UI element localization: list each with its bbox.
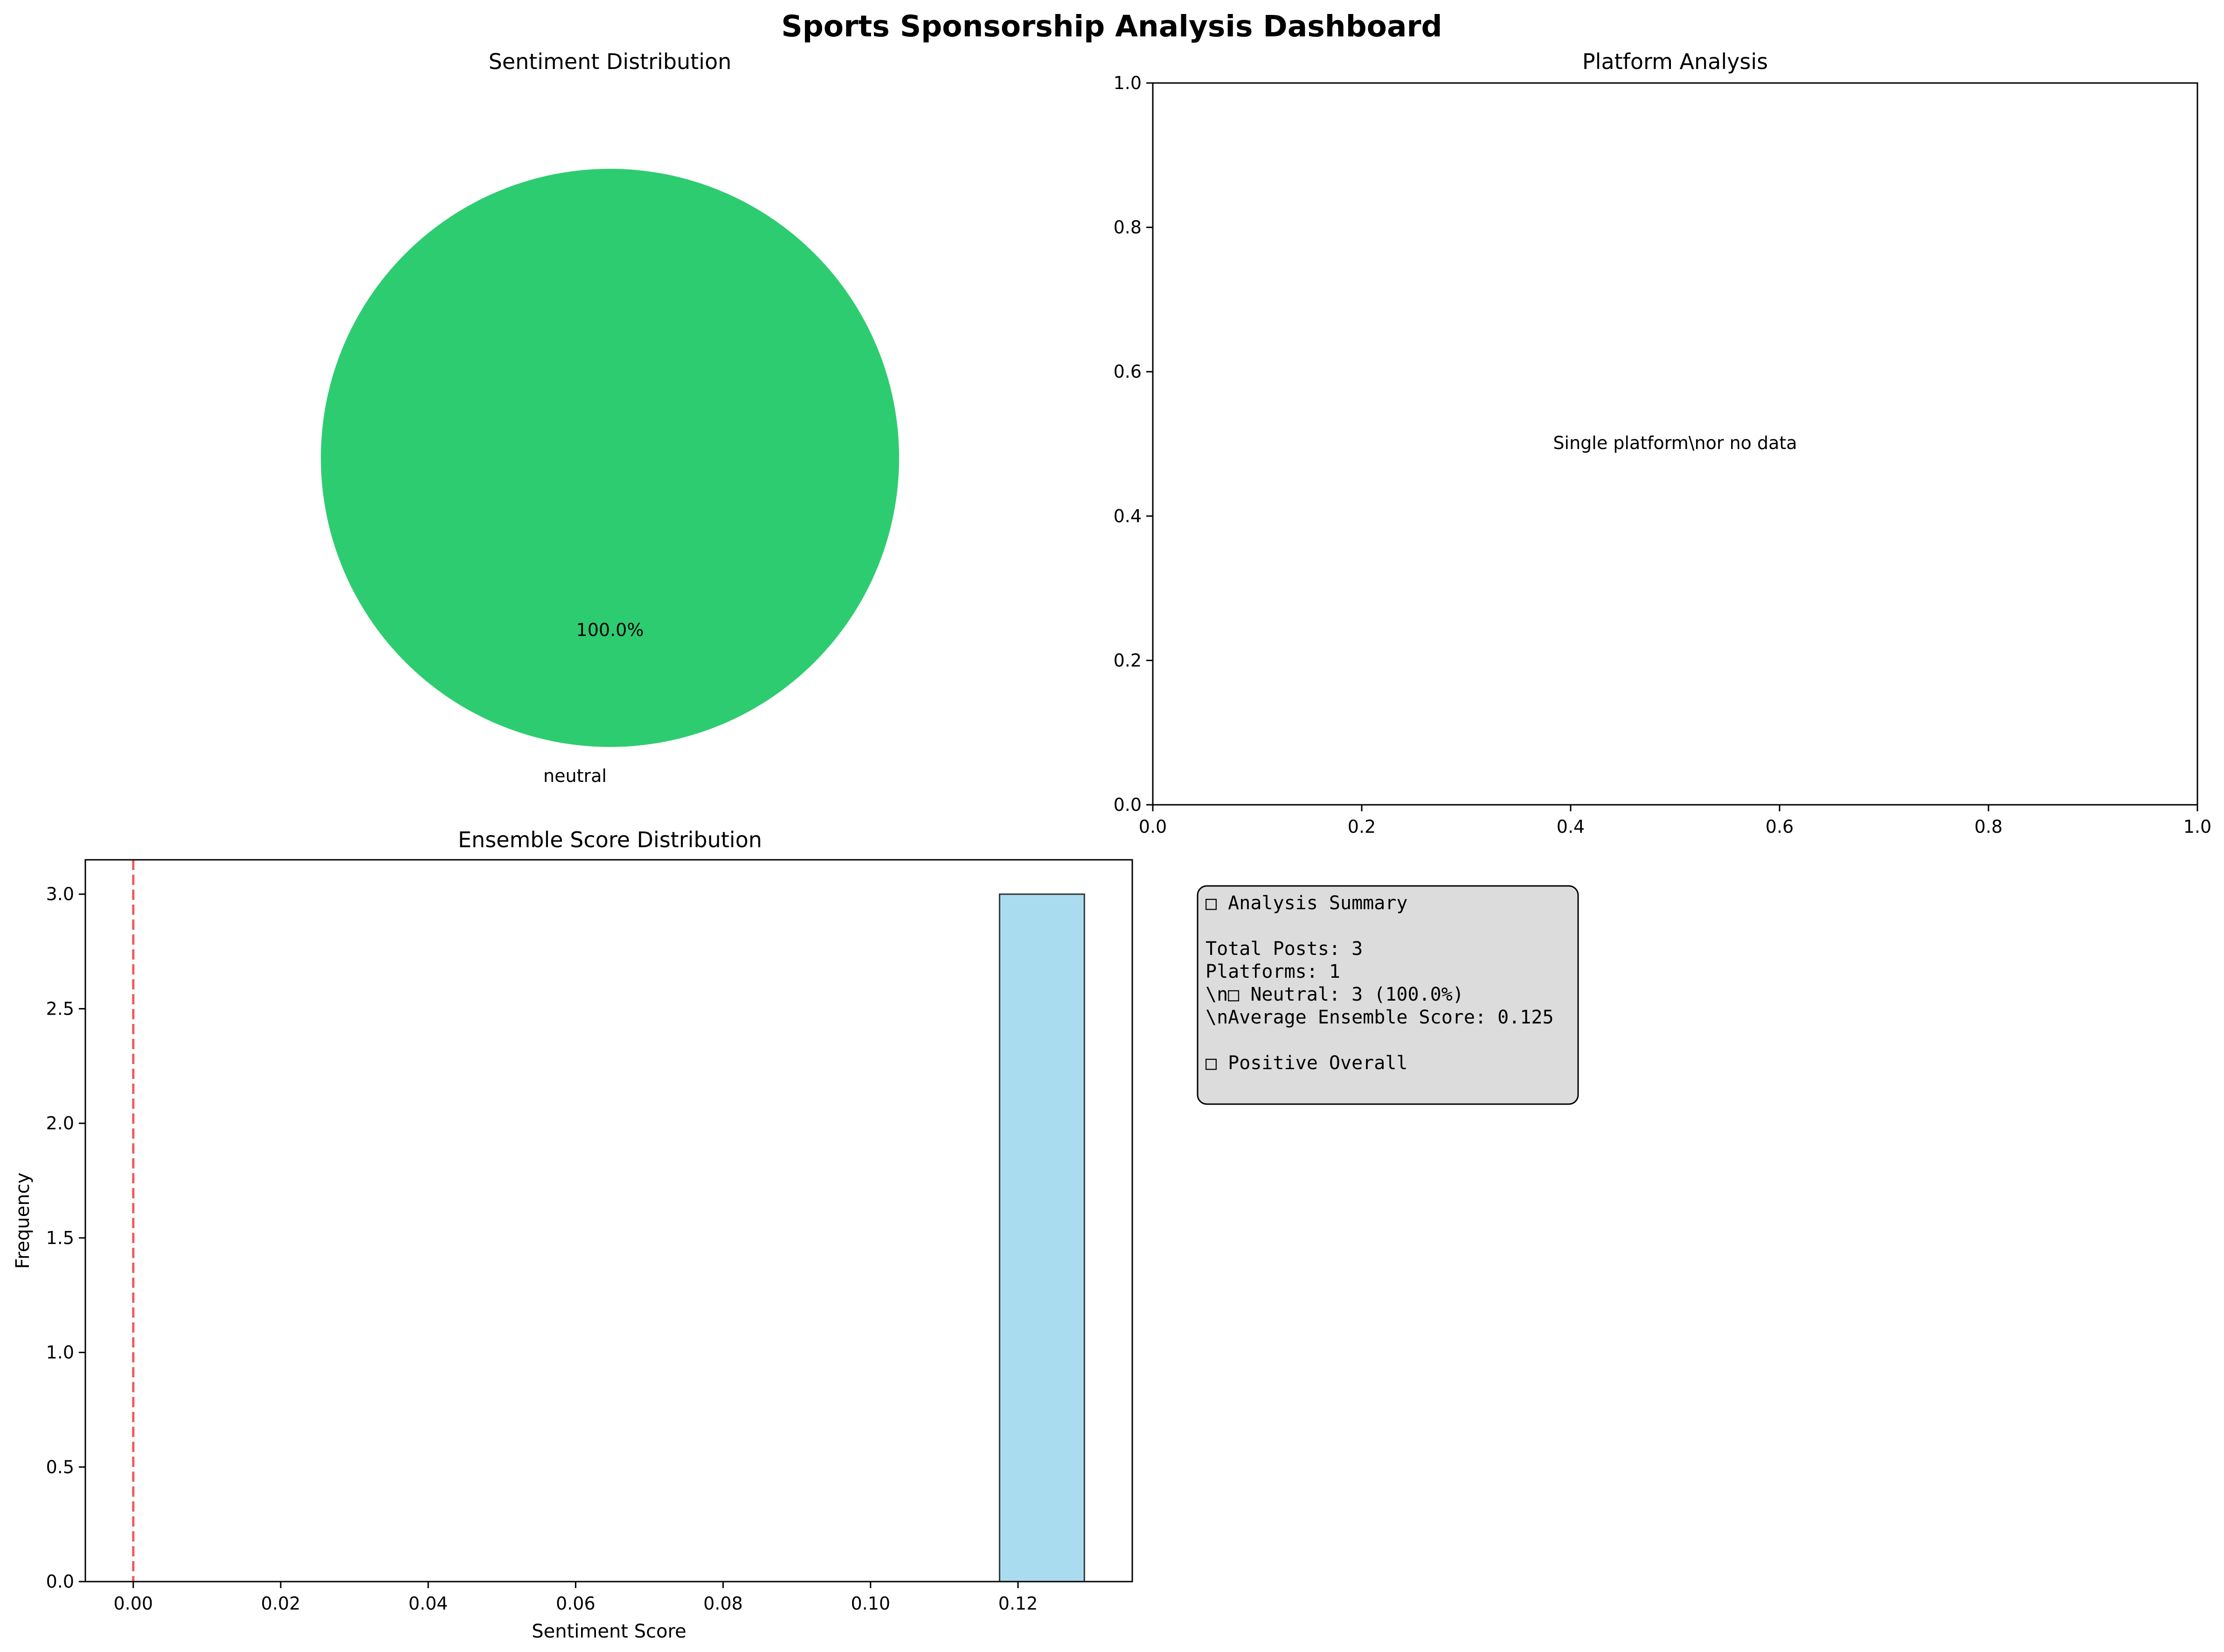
histogram-y-tick-label: 2.0 <box>46 1113 74 1134</box>
platform-axes-frame <box>1152 82 2198 806</box>
platform-x-tick-label: 0.8 <box>1975 816 2002 837</box>
histogram-bars <box>132 860 1085 1583</box>
summary-line: Total Posts: 3 <box>1206 938 1363 960</box>
analysis-summary-box: □ Analysis Summary Total Posts: 3 Platfo… <box>1197 885 1579 1105</box>
platform-y-tick-label: 0.4 <box>1114 506 1142 526</box>
summary-verdict: □ Positive Overall <box>1206 1052 1407 1074</box>
platform-y-tick-label: 0.8 <box>1114 217 1142 238</box>
platform-x-tick-label: 1.0 <box>2183 816 2211 837</box>
platform-x-tick-label: 0.0 <box>1139 816 1167 837</box>
platform-x-tick-label: 0.2 <box>1348 816 1376 837</box>
summary-line: \nAverage Ensemble Score: 0.125 <box>1206 1007 1554 1028</box>
summary-box-background <box>1197 885 1579 1105</box>
histogram-axis-ticks: 0.00 0.02 0.04 0.06 0.08 0.10 0.12 0.0 0.5 1.0 1.5… <box>46 884 1038 1614</box>
histogram-y-tick-label: 0.0 <box>46 1571 74 1592</box>
histogram-bar <box>998 893 1085 1583</box>
platform-axis-ticks: 0.0 0.2 0.4 0.6 0.8 1.0 0.0 0.2 0.4 0.6 0.8 1.0 <box>1114 73 2212 837</box>
summary-line: \n□ Neutral: 3 (100.0%) <box>1206 984 1464 1005</box>
histogram-y-tick-label: 3.0 <box>46 884 74 905</box>
platform-x-tick-label: 0.4 <box>1557 816 1585 837</box>
histogram-y-tick-label: 0.5 <box>46 1457 74 1477</box>
platform-analysis-title: Platform Analysis <box>1582 49 1768 74</box>
pie-slices <box>321 169 899 747</box>
page-title: Sports Sponsorship Analysis Dashboard <box>781 9 1442 43</box>
histogram-x-tick-label: 0.12 <box>998 1593 1038 1614</box>
platform-y-tick-label: 0.2 <box>1114 650 1142 670</box>
platform-analysis-panel: Platform Analysis 0.0 0.2 0.4 0.6 0.8 1.00.00… <box>1114 49 2212 837</box>
histogram-x-tick-label: 0.08 <box>703 1593 743 1614</box>
ensemble-score-title: Ensemble Score Distribution <box>458 827 762 852</box>
platform-y-tick-label: 0.0 <box>1114 795 1142 815</box>
histogram-x-axis-label: Sentiment Score <box>532 1621 686 1642</box>
pie-slice-neutral <box>321 169 899 747</box>
histogram-x-tick-label: 0.06 <box>556 1593 596 1614</box>
platform-x-tick-label: 0.6 <box>1766 816 1794 837</box>
sentiment-pie-title: Sentiment Distribution <box>489 49 732 74</box>
ensemble-score-panel: Ensemble Score Distribution 0.00 0.02 0.04… <box>12 827 1133 1642</box>
histogram-y-tick-label: 2.5 <box>46 998 74 1019</box>
histogram-x-tick-label: 0.00 <box>113 1593 153 1614</box>
histogram-x-tick-label: 0.02 <box>261 1593 301 1614</box>
histogram-y-axis-label: Frequency <box>12 1173 34 1269</box>
histogram-y-tick-label: 1.0 <box>46 1342 74 1363</box>
sentiment-pie-panel: Sentiment Distribution 100.0% neutral <box>321 49 899 786</box>
platform-y-tick-label: 1.0 <box>1114 73 1142 93</box>
pie-slice-pct-label: 100.0% <box>576 620 644 640</box>
summary-line: Platforms: 1 <box>1206 961 1340 982</box>
platform-y-tick-label: 0.6 <box>1114 361 1142 382</box>
histogram-x-tick-label: 0.10 <box>851 1593 890 1614</box>
platform-no-data-annotation: Single platform\nor no data <box>1553 433 1797 453</box>
pie-slice-label: neutral <box>543 766 607 786</box>
summary-title: □ Analysis Summary <box>1206 892 1407 914</box>
histogram-axes-frame <box>84 859 1133 1583</box>
histogram-y-tick-label: 1.5 <box>46 1228 74 1248</box>
histogram-x-tick-label: 0.04 <box>409 1593 448 1614</box>
